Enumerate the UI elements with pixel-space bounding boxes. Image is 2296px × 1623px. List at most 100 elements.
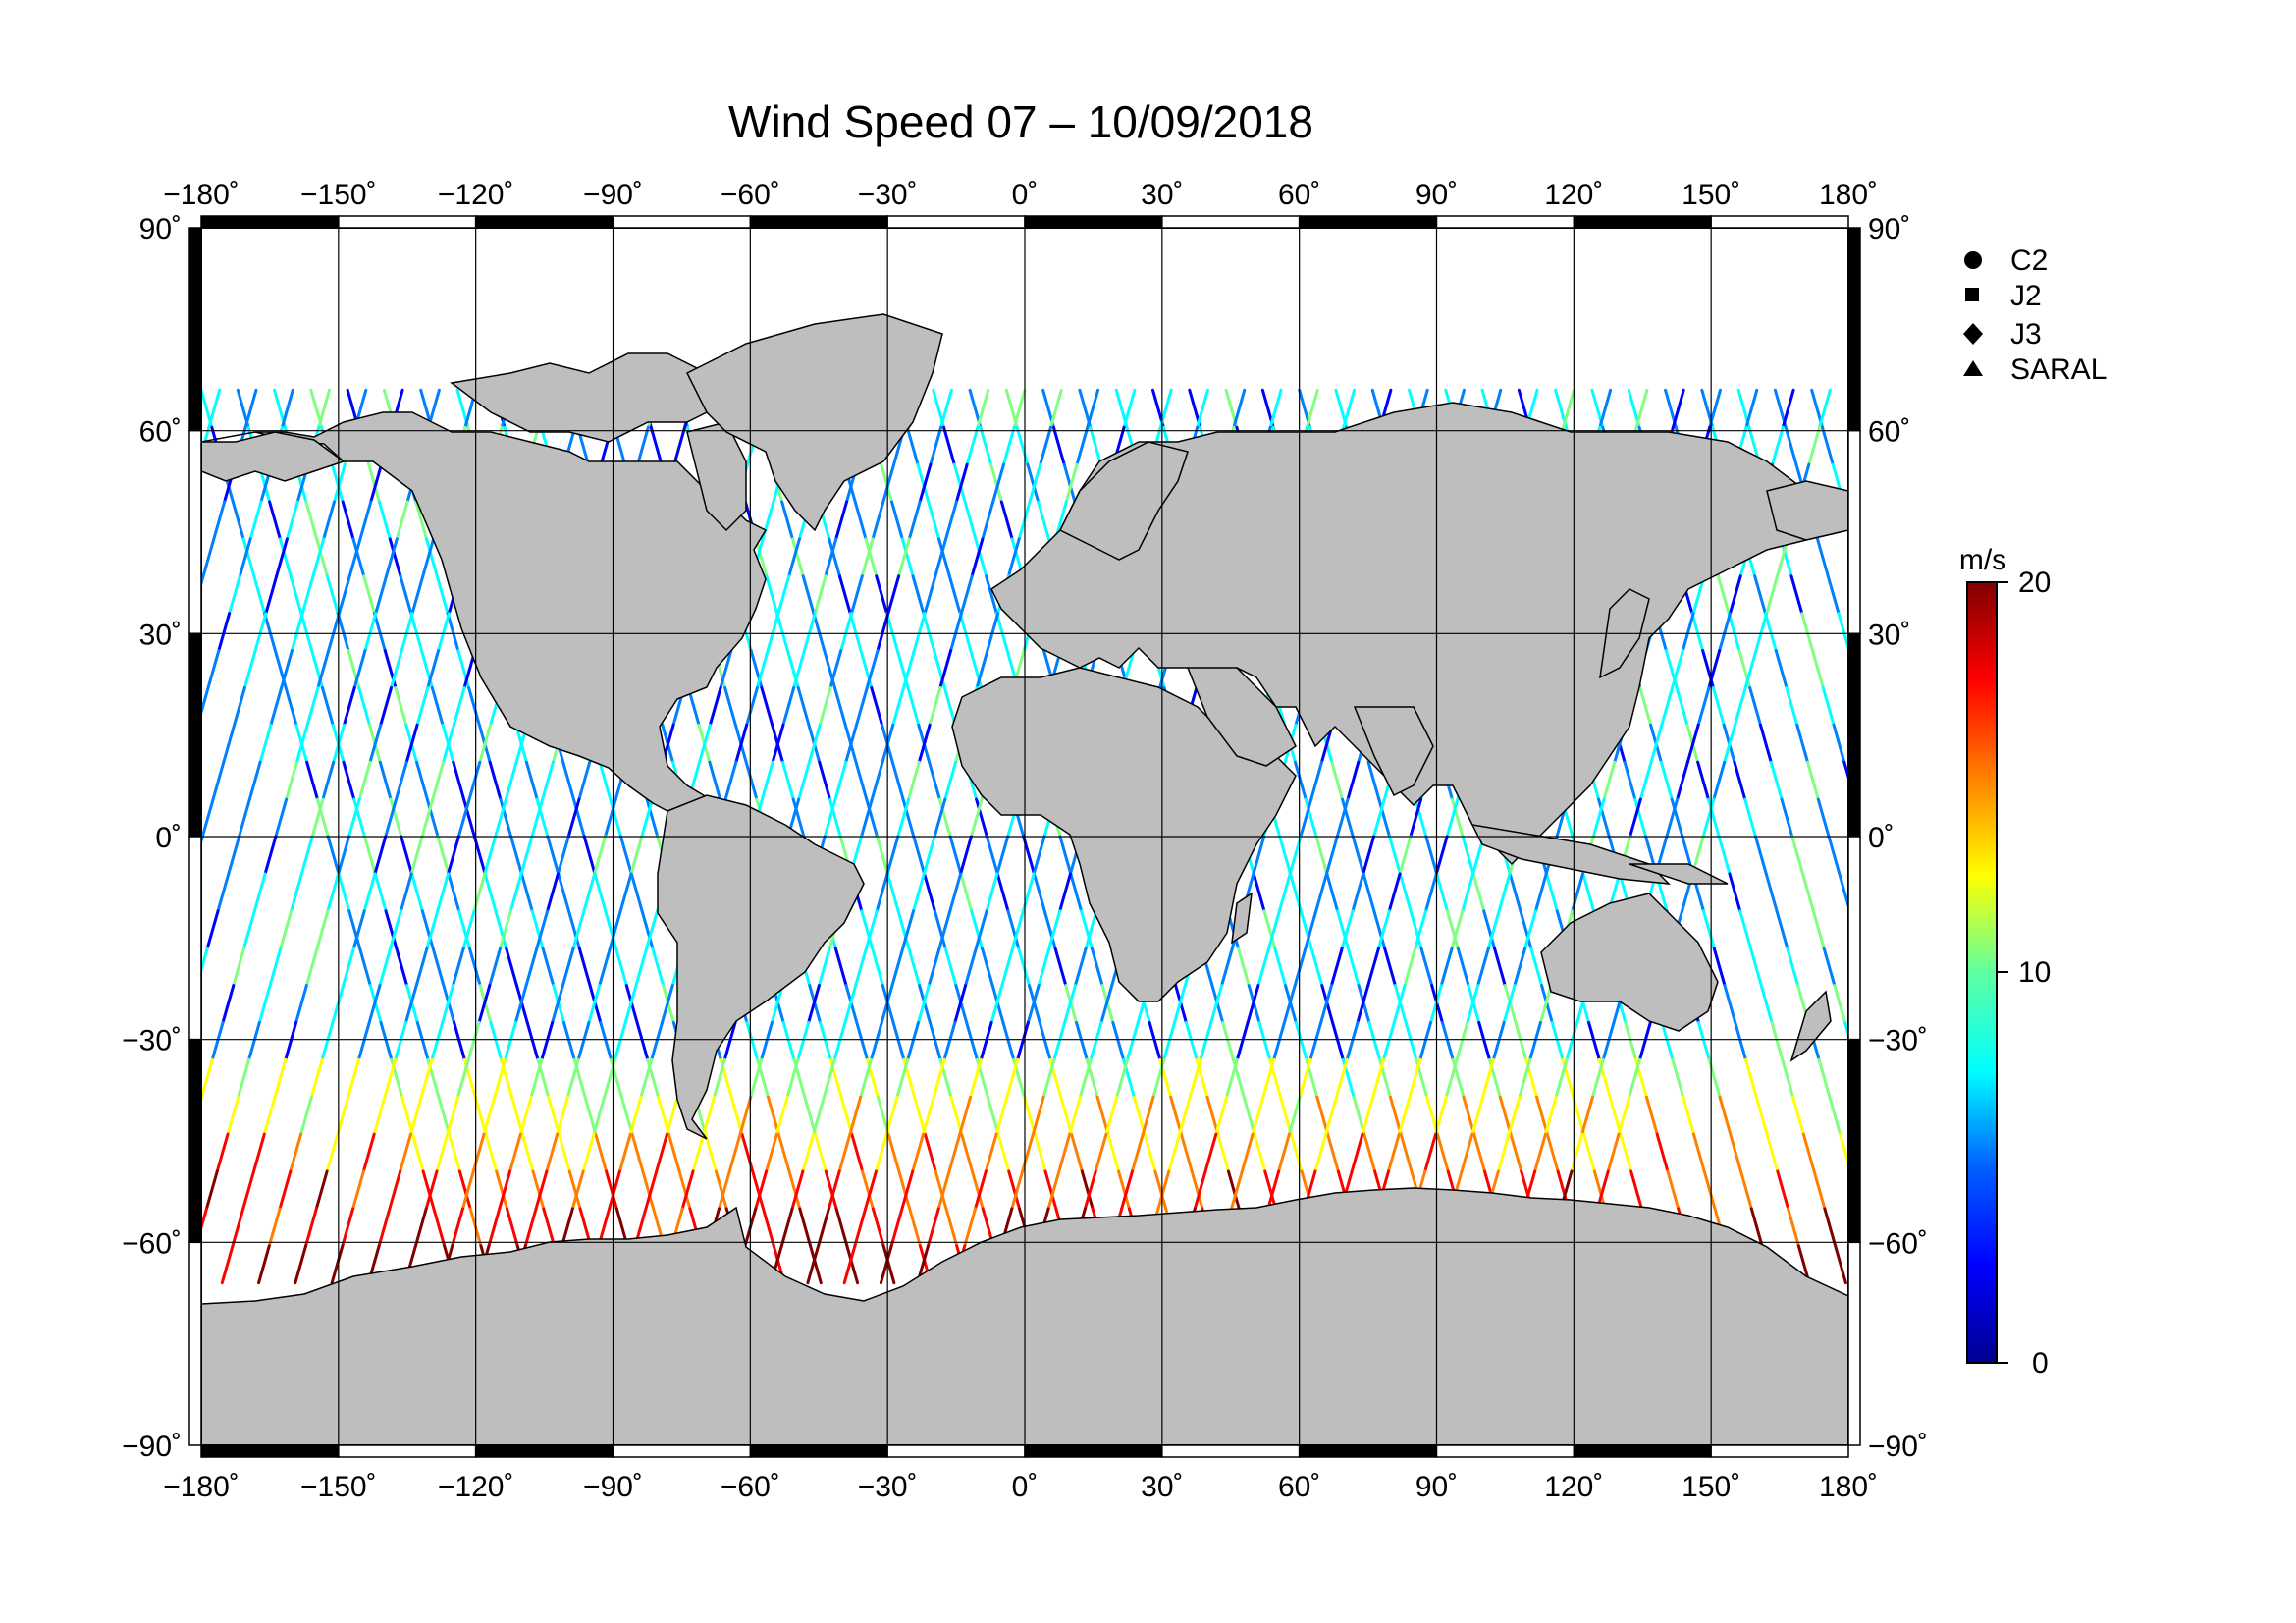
- track-segment: [252, 872, 267, 913]
- track-segment: [494, 909, 508, 950]
- track-segment: [1115, 1057, 1130, 1099]
- track-segment: [1821, 685, 1836, 727]
- track-segment: [657, 1095, 670, 1136]
- track-segment: [252, 574, 267, 616]
- track-segment: [1414, 797, 1428, 839]
- track-segment: [1949, 1134, 1960, 1171]
- track-segment: [72, 874, 82, 911]
- track-segment: [1278, 835, 1292, 876]
- track-segment: [1508, 872, 1522, 913]
- track-segment: [1117, 1169, 1131, 1211]
- track-segment: [865, 797, 880, 839]
- track-segment: [524, 947, 539, 988]
- track-segment: [994, 612, 1009, 653]
- track-segment: [623, 984, 638, 1024]
- satellite-legend: C2 J2 J3 SARAL: [1963, 244, 2107, 386]
- track-segment: [1319, 984, 1333, 1024]
- track-segment: [0, 1134, 8, 1171]
- track-segment: [1888, 1171, 1898, 1209]
- track-segment: [483, 835, 498, 876]
- track-segment: [1069, 872, 1084, 913]
- track-segment: [414, 500, 429, 541]
- track-segment: [1738, 909, 1752, 950]
- track-segment: [749, 1057, 764, 1099]
- track-segment: [896, 797, 911, 839]
- track-segment: [948, 872, 963, 913]
- track-segment: [802, 612, 817, 653]
- track-segment: [45, 1097, 56, 1134]
- track-segment: [1696, 760, 1710, 801]
- track-segment: [937, 537, 951, 578]
- track-segment: [1723, 723, 1736, 764]
- track-segment: [1314, 835, 1329, 876]
- track-segment: [819, 1020, 832, 1061]
- track-segment: [1037, 500, 1050, 541]
- lat-tick-left: 60˚: [139, 416, 182, 449]
- track-segment: [1064, 462, 1079, 504]
- track-segment: [1080, 1169, 1095, 1211]
- track-segment: [823, 797, 837, 839]
- track-segment: [1263, 1169, 1278, 1211]
- track-segment: [1230, 1169, 1244, 1211]
- track-segment: [828, 537, 841, 578]
- track-segment: [1748, 947, 1763, 988]
- track-segment: [1366, 760, 1381, 801]
- track-segment: [1691, 1132, 1706, 1173]
- track-segment: [979, 1020, 993, 1061]
- track-segment: [1743, 797, 1757, 839]
- track-segment: [734, 723, 749, 764]
- track-segment: [452, 947, 465, 988]
- track-segment: [431, 947, 446, 988]
- track-segment: [1902, 837, 1913, 874]
- track-segment: [1606, 1132, 1621, 1173]
- track-segment: [1372, 797, 1386, 839]
- track-segment: [1012, 388, 1027, 429]
- track-segment: [938, 649, 953, 689]
- track-segment: [467, 947, 482, 988]
- track-segment: [227, 835, 241, 876]
- track-segment: [1554, 1057, 1569, 1099]
- track-segment: [1623, 760, 1637, 801]
- track-segment: [885, 872, 900, 913]
- track-segment: [891, 685, 906, 727]
- track-segment: [718, 1169, 731, 1211]
- track-segment: [918, 462, 933, 504]
- track-segment: [1232, 388, 1247, 429]
- track-segment: [1634, 388, 1649, 429]
- track-segment: [267, 1207, 282, 1248]
- track-segment: [566, 909, 581, 950]
- track-segment: [986, 612, 1000, 653]
- track-segment: [1299, 909, 1313, 950]
- lon-tick-bottom: −120˚: [438, 1471, 514, 1503]
- track-segment: [853, 500, 868, 541]
- track-segment: [1272, 1020, 1286, 1061]
- track-segment: [1051, 425, 1066, 466]
- track-segment: [1665, 797, 1680, 839]
- lon-tick-top: 120˚: [1544, 179, 1603, 211]
- track-segment: [667, 1132, 681, 1173]
- new-zealand: [1789, 990, 1832, 1062]
- track-segment: [876, 835, 889, 876]
- track-segment: [1371, 1057, 1386, 1099]
- track-segment: [865, 649, 880, 689]
- track-segment: [531, 1169, 546, 1211]
- track-segment: [1461, 835, 1475, 876]
- track-segment: [1477, 1020, 1491, 1061]
- track-segment: [934, 1169, 948, 1211]
- frame-bar: [338, 1444, 477, 1458]
- track-segment: [672, 425, 687, 466]
- lat-tick-right: 90˚: [1868, 213, 1910, 245]
- track-segment: [1089, 1020, 1103, 1061]
- track-segment: [729, 1095, 744, 1136]
- track-segment: [1000, 947, 1015, 988]
- track-segment: [965, 425, 980, 466]
- track-segment: [1261, 1057, 1276, 1099]
- track-segment: [577, 947, 592, 988]
- track-segment: [170, 1171, 181, 1209]
- track-segment: [561, 760, 575, 801]
- track-segment: [1388, 1095, 1403, 1136]
- track-segment: [1769, 760, 1784, 801]
- track-segment: [1057, 1132, 1072, 1173]
- track-segment: [916, 462, 931, 504]
- track-segment: [1306, 388, 1319, 429]
